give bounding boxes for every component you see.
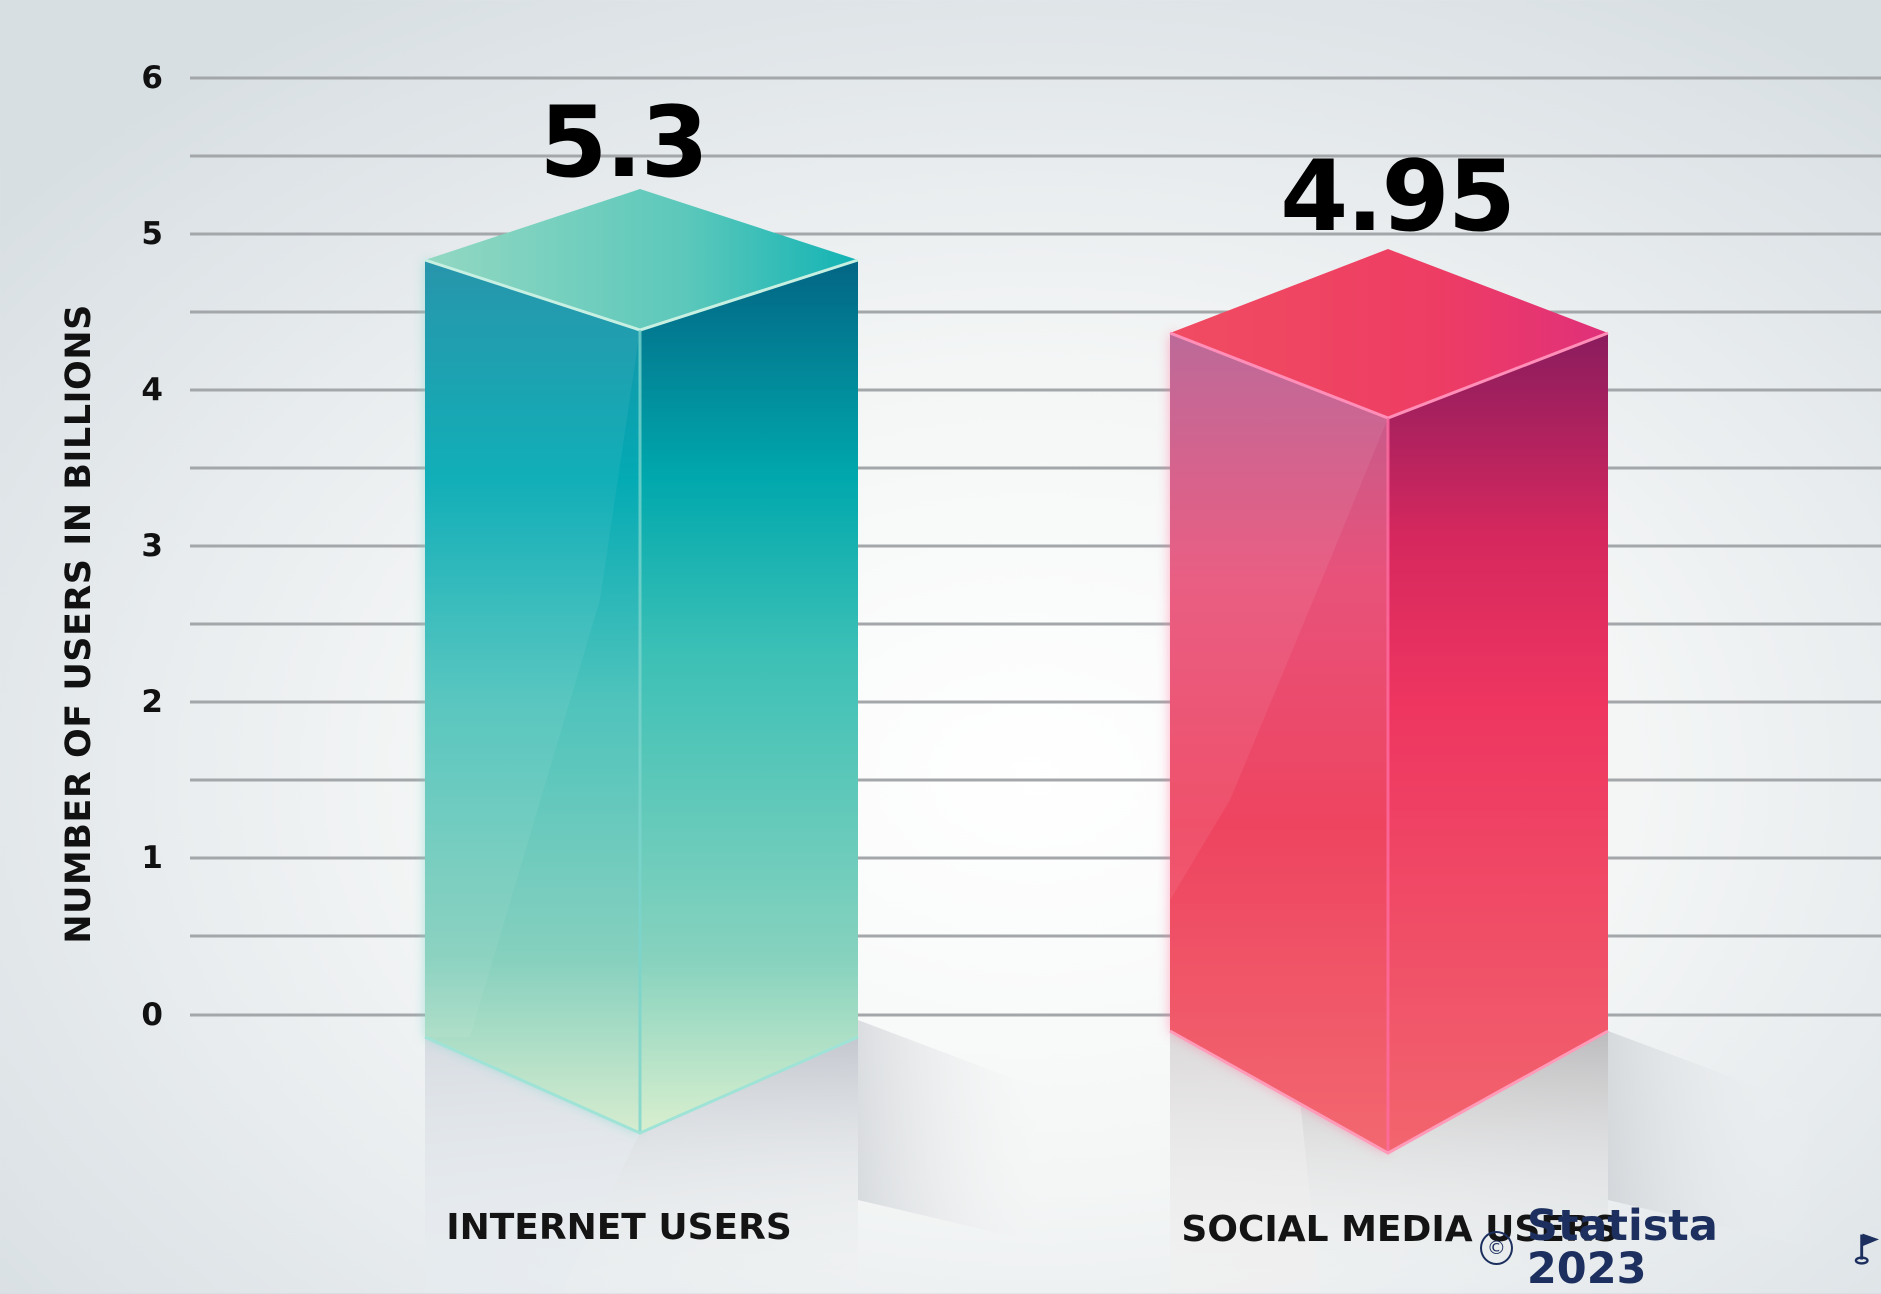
y-tick-3: 3 [141, 528, 163, 564]
y-tick-4: 4 [141, 372, 163, 408]
y-tick-2: 2 [141, 684, 163, 720]
y-axis-title: NUMBER OF USERS IN BILLIONS [59, 304, 99, 944]
bar-social-media-users [1169, 249, 1609, 1155]
copyright-icon: © [1480, 1231, 1513, 1265]
value-label-social-media-users: 4.95 [1280, 140, 1516, 254]
y-tick-1: 1 [141, 840, 163, 876]
category-label-social-media-users: SOCIAL MEDIA USERS [1181, 1209, 1619, 1250]
credit-text: Statista 2023 [1526, 1201, 1718, 1294]
source-credit: © Statista 2023 [1480, 1205, 1881, 1291]
y-tick-5: 5 [141, 216, 163, 252]
internet-users-shadow [425, 1020, 1070, 1293]
value-label-internet-users: 5.3 [539, 86, 709, 200]
category-label-internet-users: INTERNET USERS [446, 1207, 792, 1248]
y-tick-0: 0 [141, 997, 163, 1033]
flag-icon [1854, 1233, 1880, 1265]
social-media-users-shadow [1170, 1031, 1820, 1293]
bar-internet-users [424, 189, 859, 1135]
y-tick-6: 6 [141, 60, 163, 96]
